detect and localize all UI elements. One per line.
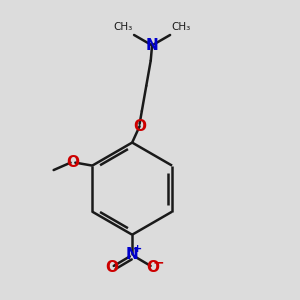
Text: CH₃: CH₃ xyxy=(113,22,133,32)
Text: CH₃: CH₃ xyxy=(172,22,191,32)
Text: O: O xyxy=(66,155,80,170)
Text: O: O xyxy=(133,119,146,134)
Text: −: − xyxy=(152,255,164,269)
Text: N: N xyxy=(126,247,139,262)
Text: +: + xyxy=(133,244,142,254)
Text: N: N xyxy=(146,38,158,53)
Text: O: O xyxy=(146,260,160,275)
Text: O: O xyxy=(105,260,118,275)
